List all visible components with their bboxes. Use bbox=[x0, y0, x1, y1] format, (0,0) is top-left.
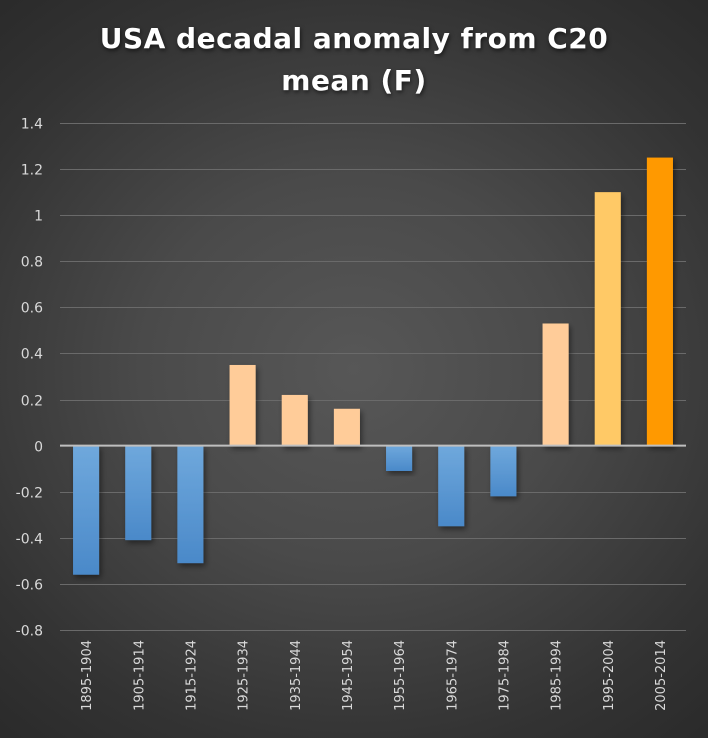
bar-1995-2004 bbox=[594, 192, 621, 446]
x-category-label: 2005-2014 bbox=[654, 640, 669, 711]
y-tick-label: -0.8 bbox=[16, 624, 43, 640]
gridlines bbox=[60, 123, 686, 631]
y-tick-label: 0.8 bbox=[21, 255, 43, 271]
bar-1905-1914 bbox=[125, 445, 152, 541]
x-category-label: 1915-1924 bbox=[184, 640, 199, 711]
bar-1965-1974 bbox=[438, 445, 465, 527]
y-tick-label: 1.2 bbox=[21, 163, 43, 179]
y-tick-label: -0.4 bbox=[16, 532, 43, 548]
y-tick-label: 0 bbox=[34, 440, 43, 456]
bar-1955-1964 bbox=[386, 445, 413, 471]
x-category-label: 1905-1914 bbox=[132, 640, 147, 711]
x-category-label: 1895-1904 bbox=[80, 640, 95, 711]
chart-title: USA decadal anomaly from C20 mean (F) bbox=[0, 18, 708, 102]
bars bbox=[73, 157, 673, 575]
y-tick-label: 1 bbox=[34, 209, 43, 225]
bar-1935-1944 bbox=[281, 394, 308, 446]
y-tick-label: 0.6 bbox=[21, 301, 43, 317]
x-category-label: 1995-2004 bbox=[602, 640, 617, 711]
y-tick-label: 1.4 bbox=[21, 117, 43, 133]
y-axis-tick-labels: 1.4 1.2 1 0.8 0.6 0.4 0.2 0 -0.2 -0.4 -0.6 -0.8 bbox=[16, 117, 43, 640]
y-tick-label: 0.4 bbox=[21, 347, 43, 363]
chart-title-line-1: USA decadal anomaly from C20 bbox=[99, 22, 609, 55]
bar-1895-1904 bbox=[73, 445, 100, 575]
bar-1925-1934 bbox=[229, 364, 256, 446]
x-category-label: 1925-1934 bbox=[237, 640, 252, 711]
y-tick-label: -0.6 bbox=[16, 578, 43, 594]
x-category-label: 1945-1954 bbox=[341, 640, 356, 711]
bar-1945-1954 bbox=[333, 408, 360, 446]
bar-1985-1994 bbox=[542, 323, 569, 446]
x-axis-category-labels: 1895-1904 1905-1914 1915-1924 1925-1934 1935… bbox=[80, 640, 669, 711]
chart-title-line-2: mean (F) bbox=[281, 64, 427, 97]
bar-2005-2014 bbox=[646, 157, 673, 446]
y-tick-label: -0.2 bbox=[16, 486, 43, 502]
bar-1975-1984 bbox=[490, 445, 517, 497]
x-category-label: 1975-1984 bbox=[497, 640, 512, 711]
bar-1915-1924 bbox=[177, 445, 204, 564]
x-category-label: 1935-1944 bbox=[289, 640, 304, 711]
x-category-label: 1965-1974 bbox=[445, 640, 460, 711]
x-category-label: 1955-1964 bbox=[393, 640, 408, 711]
x-category-label: 1985-1994 bbox=[550, 640, 565, 711]
y-tick-label: 0.2 bbox=[21, 394, 43, 410]
